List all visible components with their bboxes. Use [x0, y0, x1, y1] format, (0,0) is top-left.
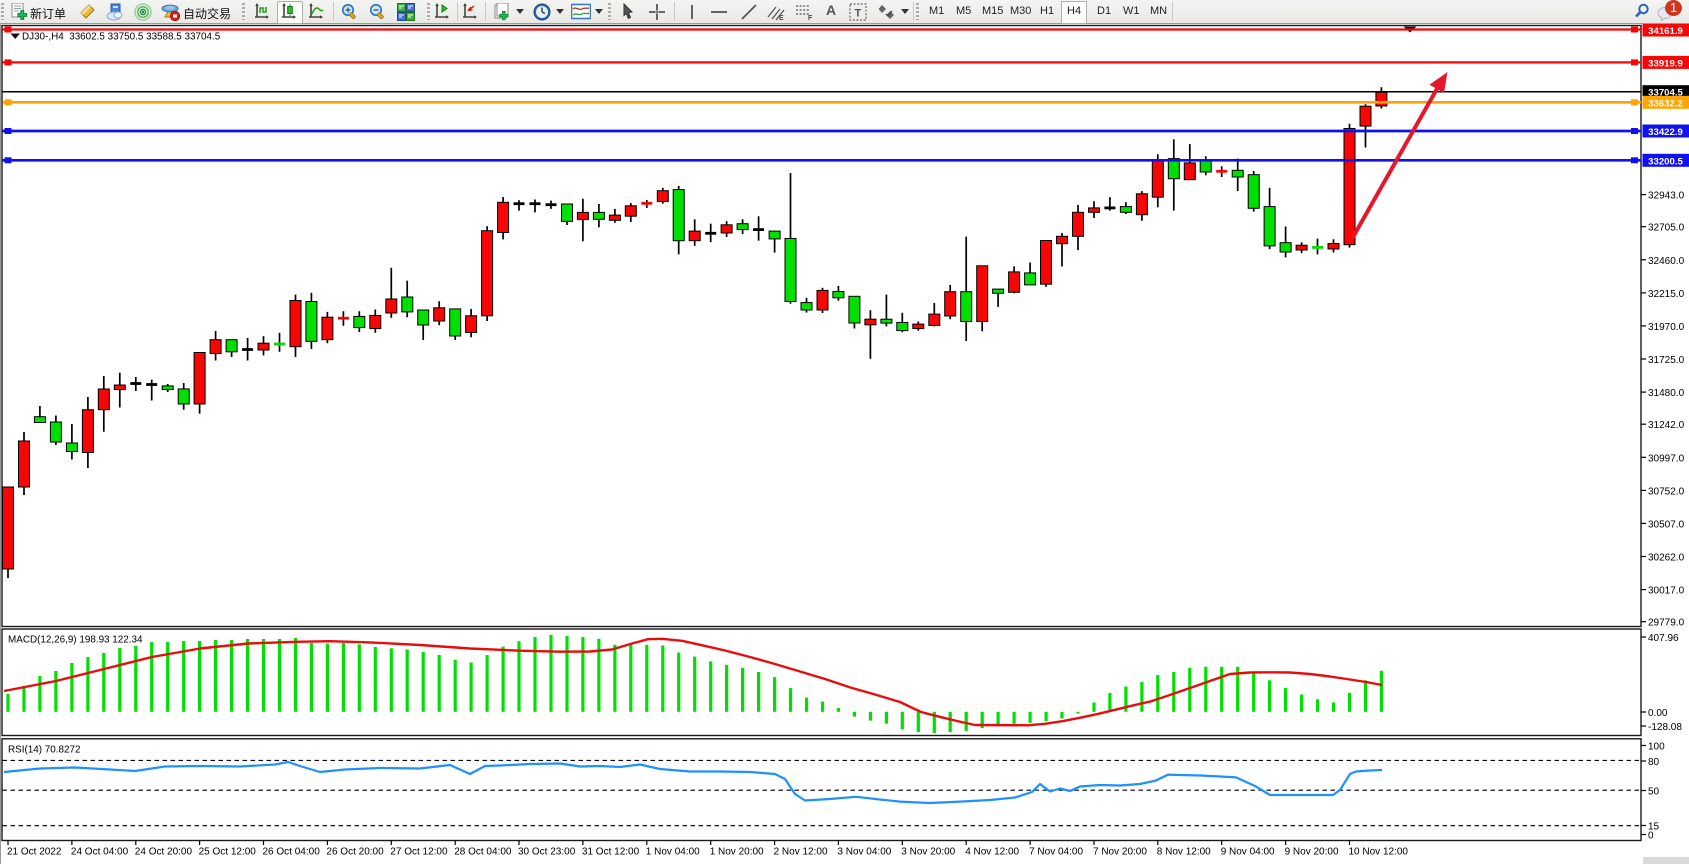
svg-text:30997.0: 30997.0 — [1648, 453, 1685, 464]
svg-text:0: 0 — [1648, 831, 1654, 842]
svg-text:DJ30-,H4 33602.5 33750.5 3358: DJ30-,H4 33602.5 33750.5 33588.5 33704.5 — [22, 32, 221, 43]
svg-text:32215.0: 32215.0 — [1648, 289, 1685, 300]
svg-text:30262.0: 30262.0 — [1648, 553, 1685, 564]
svg-text:32705.0: 32705.0 — [1648, 223, 1685, 234]
svg-text:31970.0: 31970.0 — [1648, 322, 1685, 333]
svg-text:24 Oct 04:00: 24 Oct 04:00 — [71, 847, 129, 858]
svg-text:3 Nov 20:00: 3 Nov 20:00 — [901, 847, 955, 858]
svg-text:7 Nov 20:00: 7 Nov 20:00 — [1093, 847, 1147, 858]
svg-text:-128.08: -128.08 — [1648, 722, 1682, 733]
svg-text:1 Nov 04:00: 1 Nov 04:00 — [646, 847, 700, 858]
svg-text:10 Nov 12:00: 10 Nov 12:00 — [1349, 847, 1409, 858]
svg-text:15: 15 — [1648, 822, 1660, 833]
svg-text:80: 80 — [1648, 757, 1660, 768]
svg-text:50: 50 — [1648, 787, 1660, 798]
svg-text:1 Nov 20:00: 1 Nov 20:00 — [710, 847, 764, 858]
svg-text:28 Oct 04:00: 28 Oct 04:00 — [454, 847, 512, 858]
svg-text:3 Nov 04:00: 3 Nov 04:00 — [837, 847, 891, 858]
svg-text:33919.9: 33919.9 — [1648, 58, 1683, 69]
svg-text:0.00: 0.00 — [1648, 708, 1668, 719]
svg-text:100: 100 — [1648, 742, 1665, 753]
svg-text:7 Nov 04:00: 7 Nov 04:00 — [1029, 847, 1083, 858]
svg-text:30 Oct 23:00: 30 Oct 23:00 — [518, 847, 576, 858]
svg-text:24 Oct 20:00: 24 Oct 20:00 — [135, 847, 193, 858]
svg-text:33632.2: 33632.2 — [1648, 98, 1683, 109]
svg-text:8 Nov 12:00: 8 Nov 12:00 — [1157, 847, 1211, 858]
svg-text:32943.0: 32943.0 — [1648, 191, 1685, 202]
svg-text:33422.9: 33422.9 — [1648, 127, 1683, 138]
svg-text:33200.5: 33200.5 — [1648, 156, 1683, 167]
svg-text:9 Nov 04:00: 9 Nov 04:00 — [1221, 847, 1275, 858]
svg-text:32460.0: 32460.0 — [1648, 256, 1685, 267]
svg-text:31480.0: 31480.0 — [1648, 388, 1685, 399]
svg-text:T: T — [855, 8, 862, 20]
svg-text:31725.0: 31725.0 — [1648, 355, 1685, 366]
svg-text:21 Oct 2022: 21 Oct 2022 — [7, 847, 62, 858]
svg-text:30017.0: 30017.0 — [1648, 586, 1685, 597]
svg-text:30507.0: 30507.0 — [1648, 519, 1685, 530]
svg-text:34161.9: 34161.9 — [1648, 26, 1683, 37]
svg-text:26 Oct 20:00: 26 Oct 20:00 — [326, 847, 384, 858]
svg-text:MACD(12,26,9) 198.93 122.34: MACD(12,26,9) 198.93 122.34 — [8, 635, 143, 646]
svg-text:2 Nov 12:00: 2 Nov 12:00 — [774, 847, 828, 858]
svg-text:25 Oct 12:00: 25 Oct 12:00 — [199, 847, 257, 858]
svg-text:31 Oct 12:00: 31 Oct 12:00 — [582, 847, 640, 858]
svg-text:4 Nov 12:00: 4 Nov 12:00 — [965, 847, 1019, 858]
svg-text:26 Oct 04:00: 26 Oct 04:00 — [263, 847, 321, 858]
svg-text:9 Nov 20:00: 9 Nov 20:00 — [1285, 847, 1339, 858]
svg-text:33704.5: 33704.5 — [1648, 88, 1683, 99]
svg-text:30752.0: 30752.0 — [1648, 486, 1685, 497]
svg-text:407.96: 407.96 — [1648, 633, 1679, 644]
svg-text:31242.0: 31242.0 — [1648, 420, 1685, 431]
svg-text:27 Oct 12:00: 27 Oct 12:00 — [390, 847, 448, 858]
svg-text:E: E — [779, 15, 784, 21]
svg-text:F: F — [808, 15, 813, 21]
svg-text:29779.0: 29779.0 — [1648, 618, 1685, 629]
svg-text:RSI(14) 70.8272: RSI(14) 70.8272 — [8, 745, 80, 756]
